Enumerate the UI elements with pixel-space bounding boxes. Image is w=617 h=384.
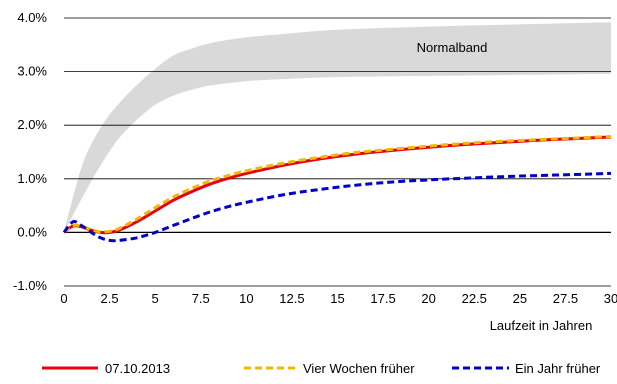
y-tick-label: 0.0% — [17, 224, 47, 239]
x-tick-label: 17.5 — [370, 291, 395, 306]
legend: 07.10.2013 Vier Wochen früher Ein Jahr frü… — [42, 361, 601, 376]
y-tick-label: 1.0% — [17, 171, 47, 186]
legend-item: 07.10.2013 — [42, 361, 170, 376]
y-tick-labels: -1.0% 0.0% 1.0% 2.0% 3.0% 4.0% — [13, 10, 47, 293]
x-tick-labels: 0 2.5 5 7.5 10 12.5 15 17.5 20 22.5 25 27.5 30 — [60, 291, 617, 306]
legend-label: Ein Jahr früher — [515, 361, 601, 376]
series-line-3 — [62, 171, 612, 243]
series-line-2 — [63, 135, 612, 234]
x-tick-label: 7.5 — [192, 291, 210, 306]
x-tick-label: 2.5 — [101, 291, 119, 306]
series-layer — [62, 135, 612, 243]
legend-item: Ein Jahr früher — [452, 361, 601, 376]
x-tick-label: 0 — [60, 291, 67, 306]
x-tick-label: 27.5 — [553, 291, 578, 306]
x-tick-label: 15 — [330, 291, 344, 306]
x-tick-label: 22.5 — [462, 291, 487, 306]
legend-label: 07.10.2013 — [105, 361, 170, 376]
y-tick-label: 4.0% — [17, 10, 47, 25]
x-tick-label: 25 — [513, 291, 527, 306]
y-tick-label: 2.0% — [17, 117, 47, 132]
normal-band-area — [64, 22, 611, 233]
x-tick-label: 5 — [152, 291, 159, 306]
legend-item: Vier Wochen früher — [244, 361, 415, 376]
x-tick-label: 10 — [239, 291, 253, 306]
x-tick-label: 20 — [421, 291, 435, 306]
series-line-1 — [63, 135, 612, 235]
band-label: Normalband — [417, 40, 488, 55]
y-tick-label: 3.0% — [17, 64, 47, 79]
legend-label: Vier Wochen früher — [303, 361, 415, 376]
y-tick-label: -1.0% — [13, 278, 47, 293]
x-axis-label: Laufzeit in Jahren — [490, 318, 593, 333]
normal-band-layer — [64, 22, 611, 233]
x-tick-label: 12.5 — [279, 291, 304, 306]
x-tick-label: 30 — [604, 291, 617, 306]
